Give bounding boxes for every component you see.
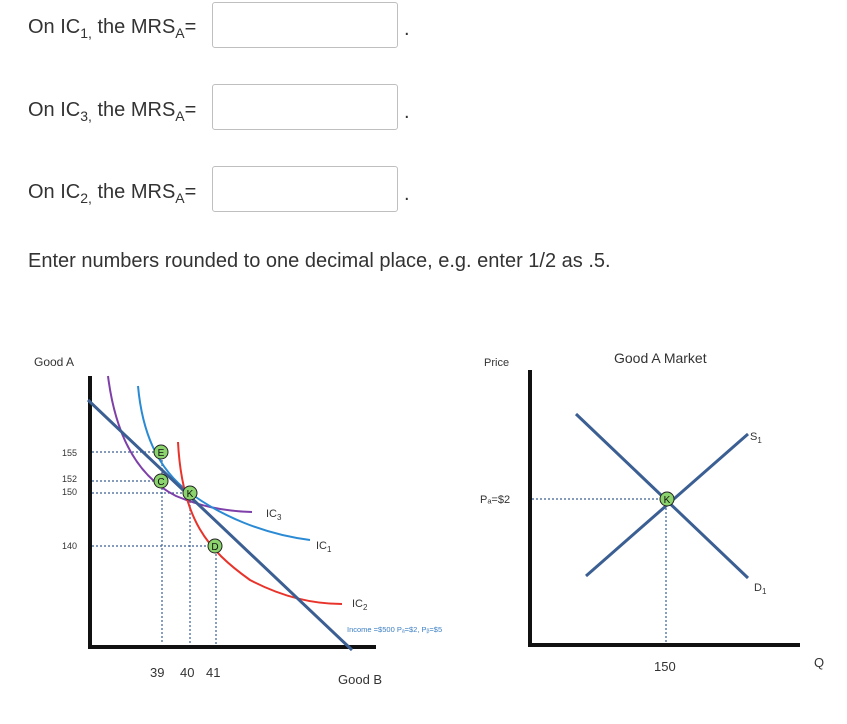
svg-text:D: D <box>211 542 218 553</box>
question-label: On IC3, the MRSA= <box>28 98 197 124</box>
x-tick-label: 39 <box>150 665 164 680</box>
price-axis-label: Price <box>484 357 509 369</box>
guide-lines <box>92 451 217 644</box>
equilibrium-point-k: K <box>659 491 675 507</box>
period-mark: . <box>404 18 410 40</box>
instruction-text: Enter numbers rounded to one decimal pla… <box>28 250 611 272</box>
y-tick-label: 155 <box>62 448 77 458</box>
demand-curve <box>574 412 750 580</box>
mrs-ic2-input[interactable] <box>212 166 398 212</box>
x-axis-label: Good B <box>338 672 382 687</box>
ic3-label: IC3 <box>266 508 282 522</box>
mrs-ic3-input[interactable] <box>212 84 398 130</box>
y-tick-label: 152 <box>62 474 77 484</box>
question-row-1: On IC1, the MRSA= <box>28 3 196 53</box>
income-annotation: Income =$500 Pₐ=$2, Pᵦ=$5 <box>347 625 442 634</box>
x-tick-label: 41 <box>206 665 220 680</box>
question-row-3: On IC2, the MRSA= <box>28 168 196 218</box>
indifference-chart: Good A 155 152 150 140 39 40 41 IC3 <box>34 355 442 687</box>
svg-text:K: K <box>187 489 194 500</box>
q-axis-label: Q <box>814 655 824 670</box>
period-mark: . <box>404 101 410 123</box>
market-title: Good A Market <box>614 350 707 366</box>
svg-text:K: K <box>664 495 671 506</box>
quantity-label: 150 <box>654 659 676 674</box>
ic2-label: IC2 <box>352 598 368 612</box>
y-tick-label: 150 <box>62 487 77 497</box>
ic1-label: IC1 <box>316 540 332 554</box>
supply-label: S1 <box>750 431 762 445</box>
budget-line <box>86 398 354 652</box>
point-d: D <box>207 538 223 554</box>
ic3-curve <box>107 375 253 513</box>
y-axis-label: Good A <box>34 355 74 369</box>
period-mark: . <box>404 183 410 205</box>
svg-text:E: E <box>158 448 165 459</box>
demand-label: D1 <box>754 582 767 596</box>
market-chart: Price Good A Market K Pₐ=$2 150 Q S1 D1 <box>480 350 824 674</box>
supply-curve <box>585 432 749 578</box>
question-label: On IC2, the MRSA= <box>28 180 197 206</box>
price-label: Pₐ=$2 <box>480 494 510 506</box>
svg-text:C: C <box>157 477 164 488</box>
question-label: On IC1, the MRSA= <box>28 15 197 41</box>
x-tick-label: 40 <box>180 665 194 680</box>
y-tick-label: 140 <box>62 541 77 551</box>
mrs-ic1-input[interactable] <box>212 2 398 48</box>
ic1-curve <box>137 385 311 541</box>
point-c: C <box>153 473 169 489</box>
point-e: E <box>153 444 169 460</box>
ic2-curve <box>177 441 343 605</box>
question-row-2: On IC3, the MRSA= <box>28 86 196 136</box>
point-k: K <box>182 485 198 501</box>
